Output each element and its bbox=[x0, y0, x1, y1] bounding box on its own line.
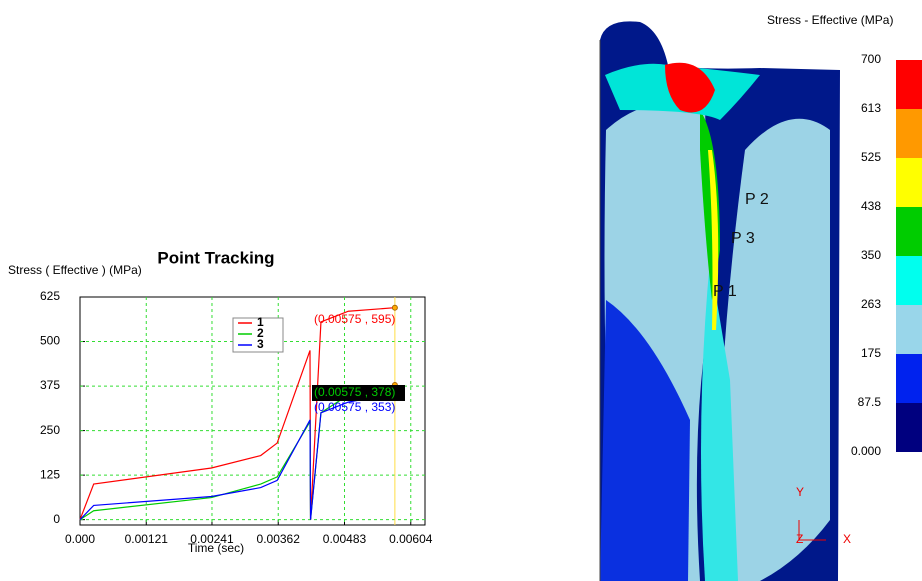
end-marker bbox=[392, 305, 397, 310]
scale-label: 525 bbox=[861, 150, 881, 164]
color-band bbox=[896, 207, 922, 256]
y-tick-label: 125 bbox=[40, 467, 60, 481]
color-band bbox=[896, 60, 922, 109]
axis-letter: Z bbox=[796, 532, 803, 546]
x-tick-label: 0.00241 bbox=[190, 532, 234, 546]
point-label: P 3 bbox=[731, 230, 755, 247]
x-tick-label: 0.00604 bbox=[389, 532, 433, 546]
scale-label: 350 bbox=[861, 248, 881, 262]
y-tick-label: 500 bbox=[40, 334, 60, 348]
scale-label: 438 bbox=[861, 199, 881, 213]
x-tick-label: 0.00121 bbox=[125, 532, 169, 546]
color-band bbox=[896, 158, 922, 207]
scale-label: 175 bbox=[861, 346, 881, 360]
annotation: (0.00575 , 378) bbox=[314, 385, 395, 399]
axis-letter: Y bbox=[796, 485, 804, 499]
y-tick-label: 625 bbox=[40, 289, 60, 303]
legend-label: 3 bbox=[257, 337, 264, 351]
scale-label: 0.000 bbox=[851, 444, 881, 458]
y-tick-label: 0 bbox=[53, 512, 60, 526]
point-label: P 2 bbox=[745, 191, 769, 208]
scale-label: 87.5 bbox=[858, 395, 882, 409]
x-tick-label: 0.00362 bbox=[257, 532, 301, 546]
color-band bbox=[896, 354, 922, 403]
contour-title: Stress - Effective (MPa) bbox=[767, 13, 893, 27]
y-tick-label: 250 bbox=[40, 423, 60, 437]
x-tick-label: 0.00483 bbox=[323, 532, 367, 546]
y-axis-label: Stress ( Effective ) (MPa) bbox=[8, 263, 142, 277]
scale-label: 263 bbox=[861, 297, 881, 311]
annotation: (0.00575 , 353) bbox=[314, 400, 395, 414]
y-tick-label: 375 bbox=[40, 378, 60, 392]
axis-letter: X bbox=[843, 532, 851, 546]
color-band bbox=[896, 256, 922, 305]
annotation: (0.00575 , 595) bbox=[314, 312, 395, 326]
color-band bbox=[896, 403, 922, 452]
chart-title: Point Tracking bbox=[157, 248, 274, 267]
color-band bbox=[896, 305, 922, 354]
point-label: P 1 bbox=[713, 283, 737, 300]
x-tick-label: 0.000 bbox=[65, 532, 95, 546]
scale-label: 700 bbox=[861, 52, 881, 66]
color-band bbox=[896, 109, 922, 158]
scale-label: 613 bbox=[861, 101, 881, 115]
screen: Point Tracking Stress ( Effective ) (MPa… bbox=[0, 0, 922, 581]
